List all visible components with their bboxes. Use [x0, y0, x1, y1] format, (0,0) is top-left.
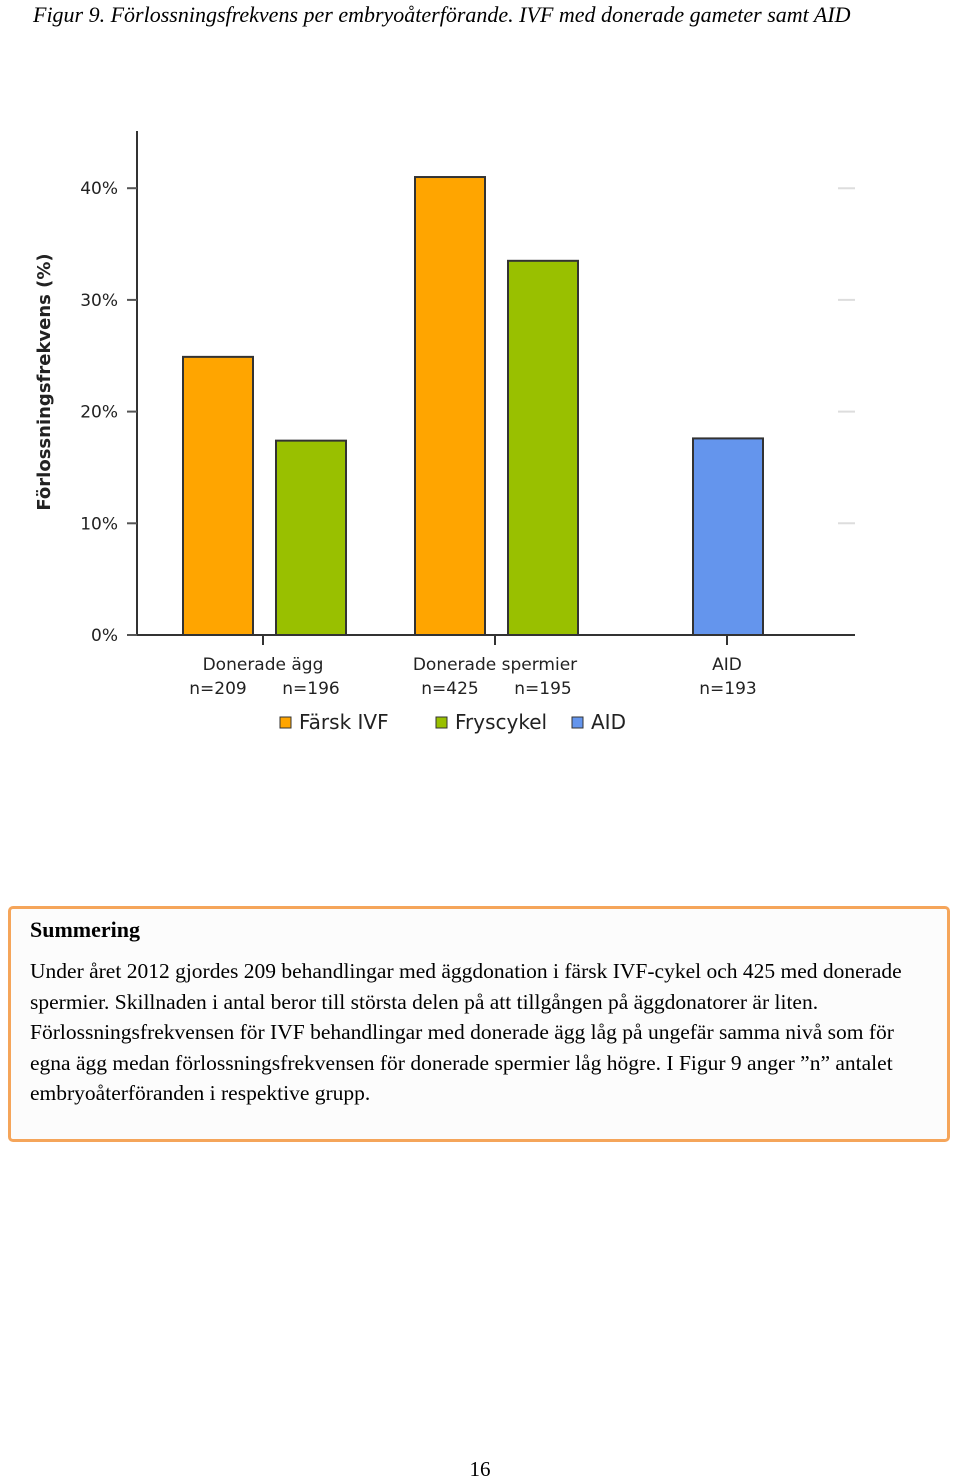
y-tick-label: 40% — [80, 179, 118, 199]
n-label: n=425 — [421, 679, 478, 699]
legend-swatch — [571, 716, 584, 729]
n-label: n=196 — [282, 679, 339, 699]
bar — [507, 259, 579, 636]
n-label: n=195 — [514, 679, 571, 699]
bar-chart: 0% 10% 20% 30% 40% Förlossningsfrekvens (%) Do… — [34, 131, 855, 734]
summary-text: Under året 2012 gjordes 209 behandlingar… — [30, 959, 902, 1105]
summary-box: Summering Under året 2012 gjordes 209 be… — [8, 906, 950, 1142]
group-label: Donerade spermier — [413, 655, 577, 675]
legend-swatch — [435, 716, 448, 729]
group-label: AID — [712, 655, 742, 675]
bar — [182, 355, 254, 636]
n-label: n=209 — [189, 679, 246, 699]
bar — [414, 176, 486, 636]
legend-swatch — [279, 716, 292, 729]
y-tick-label: 0% — [91, 626, 118, 646]
page-number: 16 — [469, 1457, 491, 1481]
bar — [275, 439, 347, 636]
y-tick-label: 20% — [80, 403, 118, 423]
summary-title: Summering — [30, 917, 140, 942]
group-label: Donerade ägg — [203, 655, 324, 675]
figure-caption: Figur 9. Förlossningsfrekvens per embryo… — [33, 2, 851, 27]
y-tick-label: 10% — [80, 514, 118, 534]
legend-label: Fryscykel — [455, 710, 547, 734]
y-axis-label: Förlossningsfrekvens (%) — [34, 253, 55, 510]
bar — [692, 437, 764, 636]
y-tick-label: 30% — [80, 291, 118, 311]
n-label: n=193 — [699, 679, 756, 699]
legend-label: AID — [591, 710, 626, 734]
legend-label: Färsk IVF — [299, 710, 389, 734]
